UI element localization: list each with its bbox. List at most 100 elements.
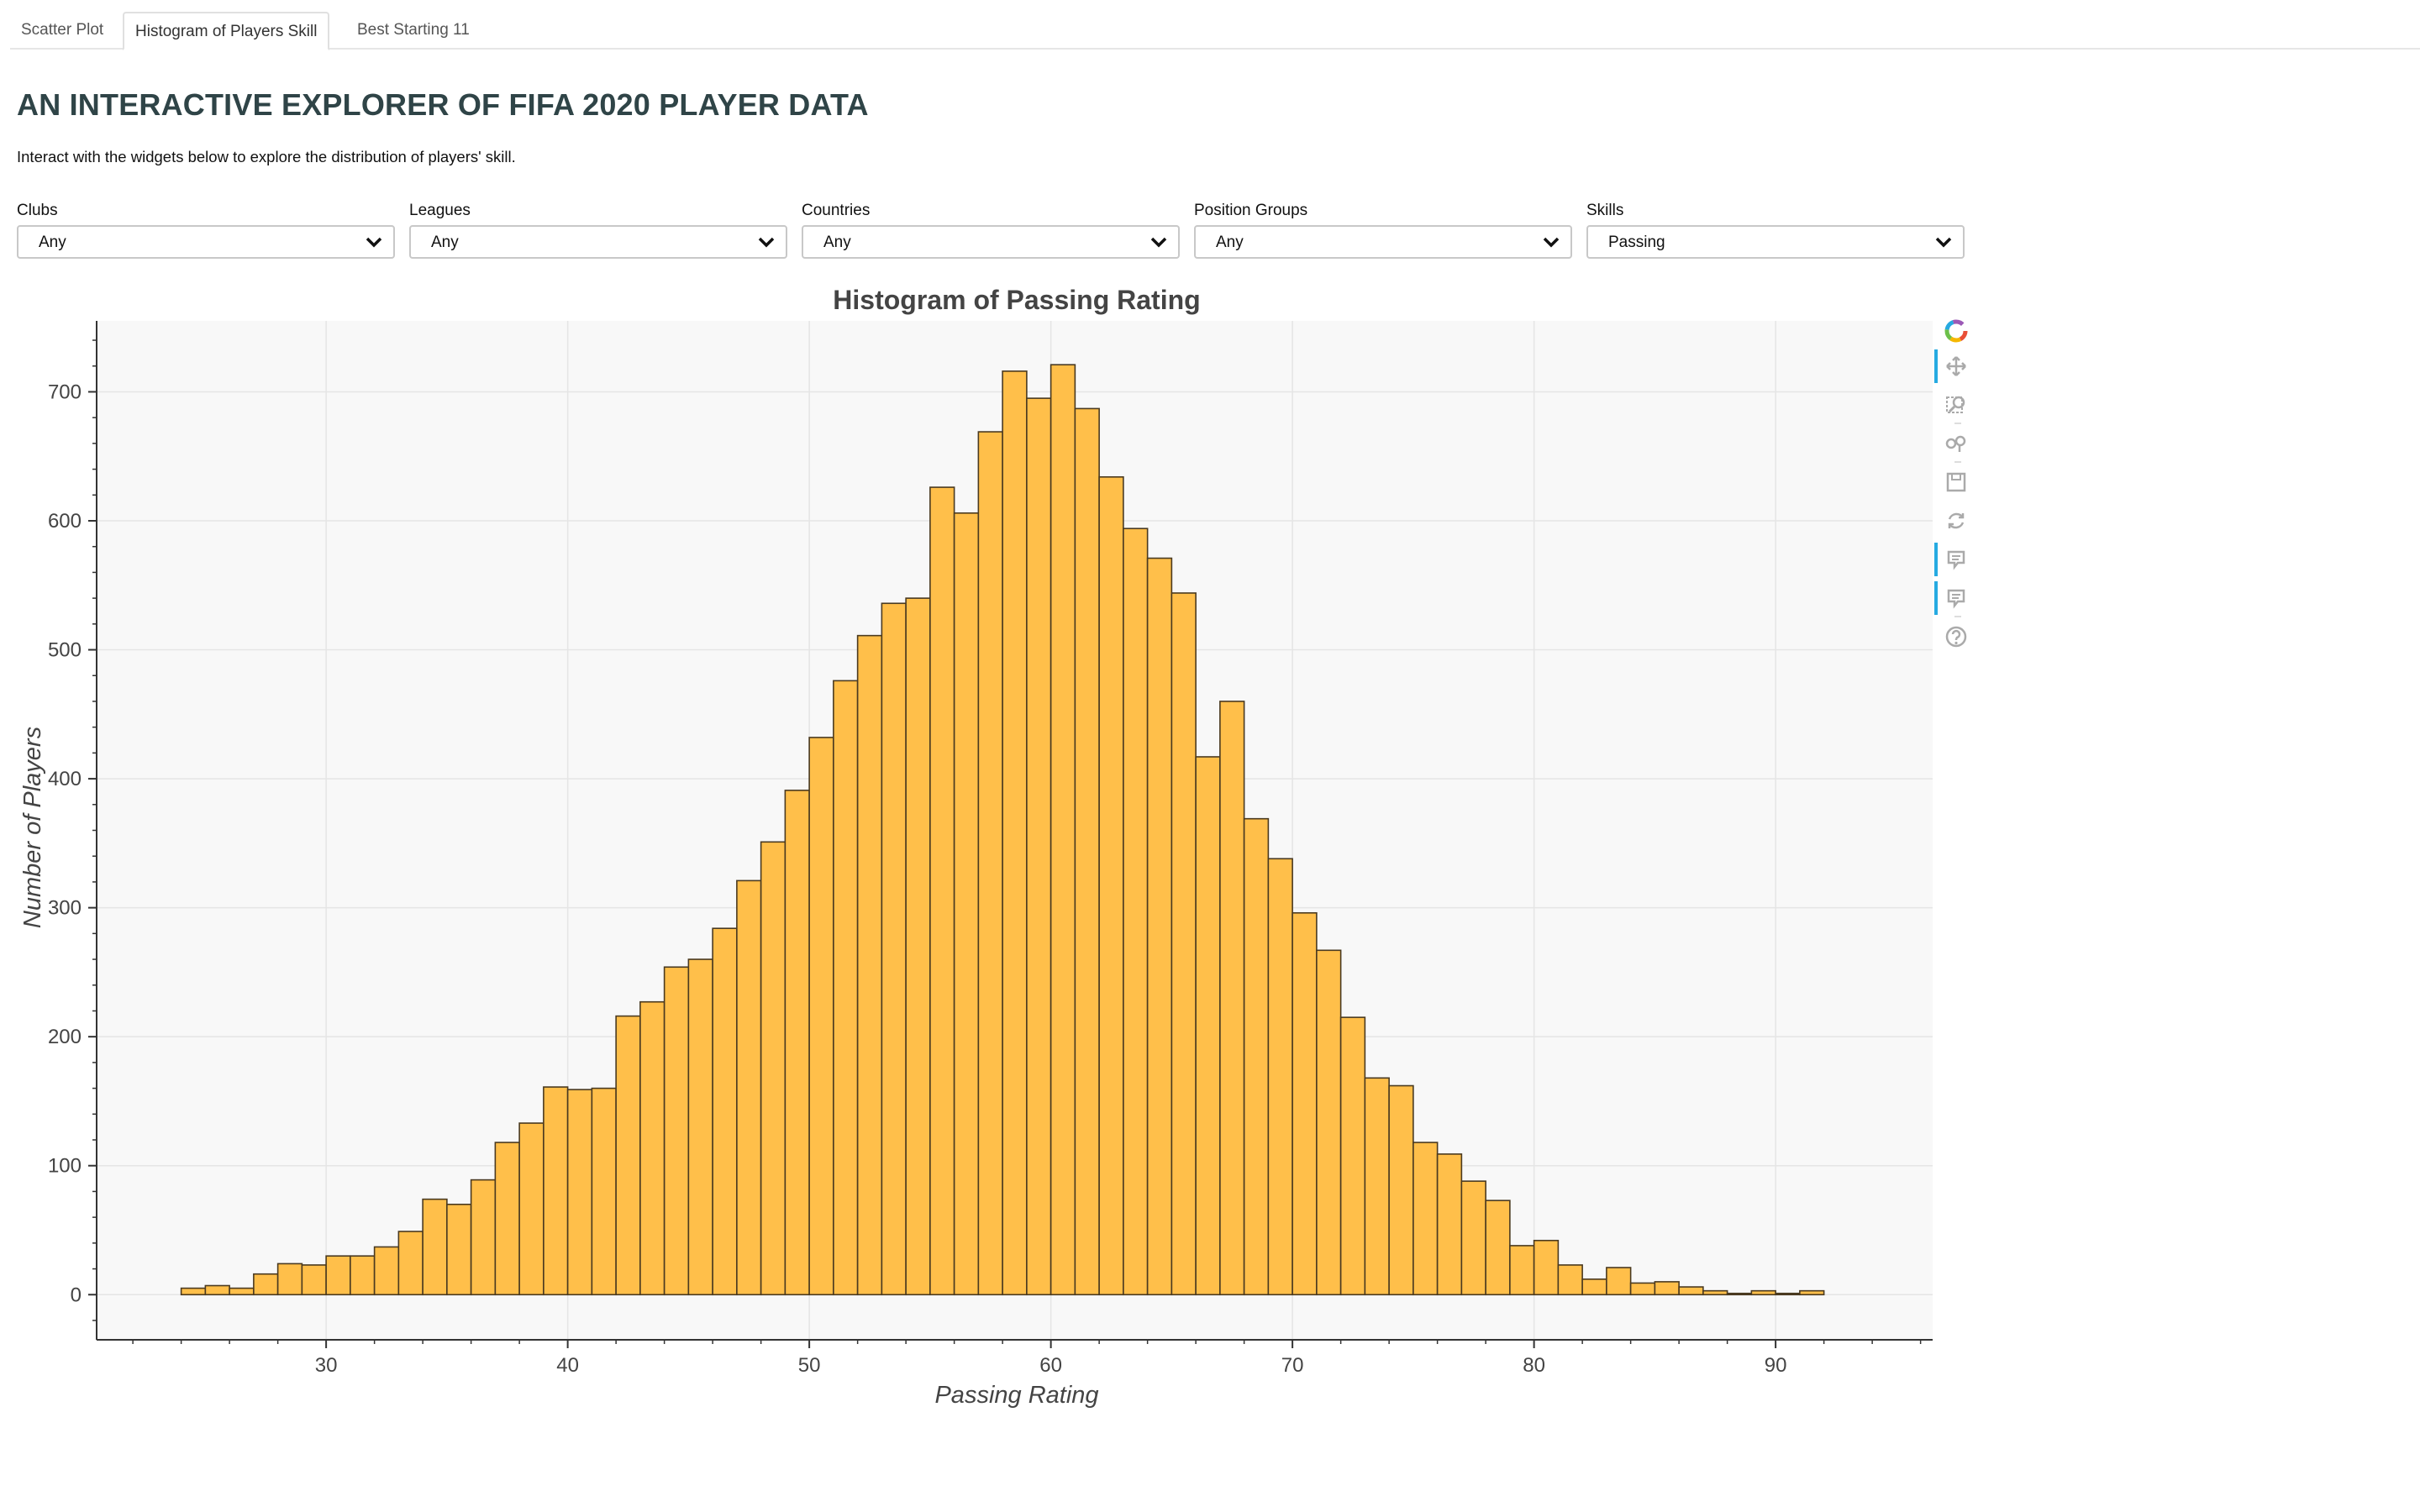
skills-select[interactable]: Passing bbox=[1586, 225, 1965, 259]
y-tick-label: 400 bbox=[48, 768, 82, 790]
tab-histogram[interactable]: Histogram of Players Skill bbox=[123, 12, 330, 50]
pan-icon[interactable] bbox=[1934, 349, 1975, 383]
histogram-bar bbox=[1146, 557, 1173, 1296]
histogram-bar bbox=[1436, 1153, 1463, 1296]
page-title: AN INTERACTIVE EXPLORER OF FIFA 2020 PLA… bbox=[17, 87, 869, 122]
histogram-bar bbox=[615, 1015, 641, 1296]
chevron-down-icon bbox=[366, 237, 382, 248]
histogram-bar bbox=[253, 1273, 279, 1296]
chevron-down-icon bbox=[1150, 237, 1167, 248]
box-zoom-icon[interactable] bbox=[1938, 388, 1975, 422]
bokeh-logo-icon[interactable] bbox=[1938, 314, 1975, 348]
histogram-bar bbox=[1243, 817, 1270, 1296]
countries-filter: Countries Any bbox=[802, 200, 1180, 259]
hover-icon[interactable] bbox=[1934, 543, 1975, 576]
toolbar-divider bbox=[1954, 423, 1961, 424]
y-tick-label: 700 bbox=[48, 381, 82, 403]
x-tick-label: 50 bbox=[798, 1354, 821, 1377]
position-groups-filter: Position Groups Any bbox=[1194, 200, 1572, 259]
clubs-select[interactable]: Any bbox=[17, 225, 395, 259]
chevron-down-icon bbox=[1543, 237, 1560, 248]
y-tick-label: 300 bbox=[48, 897, 82, 920]
histogram-bar bbox=[1557, 1264, 1583, 1296]
help-icon[interactable] bbox=[1938, 620, 1975, 654]
histogram-bar bbox=[784, 790, 810, 1296]
histogram-bar bbox=[1267, 858, 1293, 1296]
histogram-bar bbox=[1339, 1016, 1366, 1296]
histogram-bar bbox=[470, 1179, 497, 1296]
histogram-bar bbox=[833, 680, 859, 1296]
skills-filter: Skills Passing bbox=[1586, 200, 1965, 259]
histogram-bar bbox=[1460, 1180, 1486, 1296]
y-tick-label: 100 bbox=[48, 1155, 82, 1178]
histogram-bar bbox=[1123, 528, 1149, 1296]
histogram-bar bbox=[1750, 1289, 1776, 1296]
histogram-bar bbox=[543, 1086, 569, 1296]
x-axis-label: Passing Rating bbox=[934, 1382, 1098, 1409]
histogram-bar bbox=[1098, 475, 1124, 1296]
histogram-bar bbox=[1678, 1286, 1704, 1296]
clubs-value: Any bbox=[39, 234, 66, 251]
tab-scatter-plot[interactable]: Scatter Plot bbox=[21, 21, 104, 39]
y-tick-label: 600 bbox=[48, 510, 82, 533]
histogram-bar bbox=[350, 1255, 376, 1296]
histogram-bar bbox=[881, 602, 907, 1296]
histogram-bar bbox=[301, 1264, 327, 1296]
histogram-bar bbox=[1002, 370, 1028, 1296]
histogram-bar bbox=[977, 431, 1003, 1296]
histogram-bar bbox=[325, 1255, 351, 1296]
histogram-bar bbox=[229, 1287, 255, 1296]
histogram-bar bbox=[1074, 407, 1100, 1296]
y-tick-label: 200 bbox=[48, 1026, 82, 1048]
save-icon[interactable] bbox=[1938, 465, 1975, 499]
countries-label: Countries bbox=[802, 202, 871, 219]
histogram-bar bbox=[1629, 1282, 1656, 1296]
x-tick-label: 90 bbox=[1765, 1354, 1787, 1377]
leagues-select[interactable]: Any bbox=[409, 225, 787, 259]
histogram-bar bbox=[1050, 364, 1076, 1296]
histogram-bar bbox=[1195, 756, 1221, 1296]
x-tick-label: 30 bbox=[315, 1354, 338, 1377]
y-axis-label: Number of Players bbox=[19, 727, 46, 928]
position-groups-select[interactable]: Any bbox=[1194, 225, 1572, 259]
x-tick-label: 70 bbox=[1281, 1354, 1304, 1377]
histogram-bar bbox=[905, 597, 931, 1296]
histogram-bar bbox=[1316, 949, 1342, 1296]
histogram-bar bbox=[276, 1263, 303, 1296]
histogram-bar bbox=[1026, 397, 1052, 1296]
histogram-bar bbox=[1292, 911, 1318, 1296]
histogram-chart[interactable]: Histogram of Passing Rating 30 40 50 60 70 80… bbox=[0, 269, 1983, 1445]
countries-select[interactable]: Any bbox=[802, 225, 1180, 259]
histogram-bar bbox=[953, 512, 980, 1296]
countries-value: Any bbox=[823, 234, 851, 251]
leagues-value: Any bbox=[431, 234, 459, 251]
histogram-bar bbox=[1533, 1239, 1560, 1296]
histogram-bar bbox=[929, 486, 955, 1296]
histogram-bar bbox=[397, 1231, 424, 1296]
histogram-bar bbox=[566, 1089, 593, 1296]
histogram-bar bbox=[1799, 1289, 1825, 1296]
histogram-bar bbox=[1726, 1292, 1753, 1296]
y-tick-label: 0 bbox=[71, 1284, 82, 1306]
clubs-label: Clubs bbox=[17, 202, 58, 219]
histogram-bar bbox=[1171, 592, 1197, 1296]
histogram-bar bbox=[373, 1246, 400, 1296]
histogram-bar bbox=[518, 1122, 544, 1296]
histogram-bar bbox=[1388, 1084, 1414, 1296]
histogram-bar bbox=[1606, 1267, 1632, 1296]
leagues-label: Leagues bbox=[409, 202, 471, 219]
hover-icon[interactable] bbox=[1934, 581, 1975, 615]
histogram-bar bbox=[1654, 1281, 1680, 1296]
histogram-bar bbox=[1702, 1289, 1728, 1296]
tab-best-starting-11[interactable]: Best Starting 11 bbox=[357, 21, 470, 39]
histogram-bar bbox=[422, 1198, 448, 1296]
reset-icon[interactable] bbox=[1938, 504, 1975, 538]
leagues-filter: Leagues Any bbox=[409, 200, 787, 259]
chart-title: Histogram of Passing Rating bbox=[833, 285, 1200, 315]
histogram-bar bbox=[856, 634, 883, 1296]
histogram-bar bbox=[1364, 1077, 1390, 1296]
wheel-zoom-icon[interactable] bbox=[1938, 427, 1975, 460]
histogram-bar bbox=[736, 879, 762, 1296]
x-tick-label: 40 bbox=[556, 1354, 579, 1377]
histogram-bar bbox=[639, 1000, 666, 1296]
